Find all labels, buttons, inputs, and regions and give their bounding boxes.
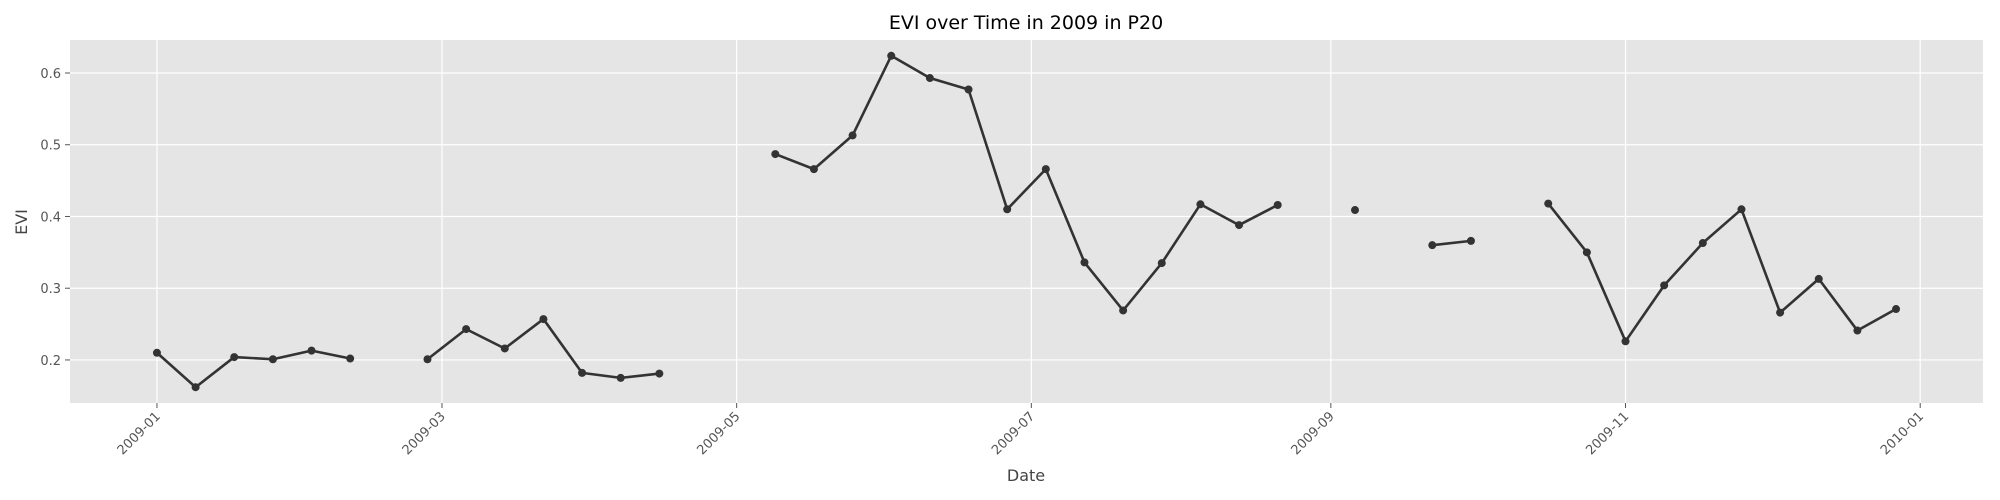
x-tick-label: 2009-05 — [694, 409, 743, 458]
point — [964, 85, 973, 94]
point — [1273, 201, 1282, 209]
x-tick-label: 2009-07 — [989, 409, 1038, 458]
y-axis-label: EVI — [12, 209, 31, 235]
point — [1196, 200, 1205, 209]
point — [191, 383, 200, 392]
point — [1737, 205, 1746, 214]
point — [578, 368, 587, 377]
point — [423, 355, 432, 364]
y-tick-label: 0.4 — [40, 210, 61, 225]
x-tick-label: 2010-01 — [1878, 409, 1927, 458]
point — [1582, 248, 1591, 257]
point — [1544, 199, 1553, 208]
point — [1621, 337, 1630, 346]
point — [655, 369, 664, 378]
point — [1853, 326, 1862, 335]
point — [1428, 241, 1437, 250]
point — [848, 131, 857, 140]
point — [1350, 206, 1359, 215]
point — [1003, 205, 1012, 214]
x-axis-label: Date — [1007, 466, 1045, 485]
point — [809, 165, 818, 174]
y-tick-label: 0.6 — [40, 67, 61, 82]
x-tick-label: 2009-01 — [115, 409, 164, 458]
point — [1466, 236, 1475, 245]
point — [346, 354, 355, 363]
point — [1235, 221, 1244, 230]
point — [307, 346, 316, 355]
point — [1119, 306, 1128, 315]
chart-title: EVI over Time in 2009 in P20 — [889, 12, 1163, 34]
point — [152, 348, 161, 357]
x-tick-label: 2009-11 — [1583, 409, 1632, 458]
point — [462, 325, 471, 334]
plot-area — [70, 40, 1983, 403]
point — [1041, 165, 1050, 174]
y-tick-label: 0.5 — [40, 139, 61, 154]
x-tick-label: 2009-03 — [400, 409, 449, 458]
point — [616, 373, 625, 382]
y-tick-label: 0.3 — [40, 282, 61, 297]
point — [771, 150, 780, 159]
point — [500, 344, 509, 353]
point — [1698, 239, 1707, 248]
point — [887, 51, 896, 60]
point — [1660, 281, 1669, 290]
x-tick-label: 2009-09 — [1289, 409, 1338, 458]
point — [1892, 305, 1901, 314]
point — [268, 355, 277, 364]
point — [925, 74, 934, 83]
y-tick-label: 0.2 — [40, 354, 61, 369]
point — [1157, 259, 1166, 268]
point — [1080, 258, 1089, 267]
point — [230, 353, 239, 362]
point — [1776, 308, 1785, 317]
point — [1814, 274, 1823, 283]
point — [539, 315, 548, 324]
